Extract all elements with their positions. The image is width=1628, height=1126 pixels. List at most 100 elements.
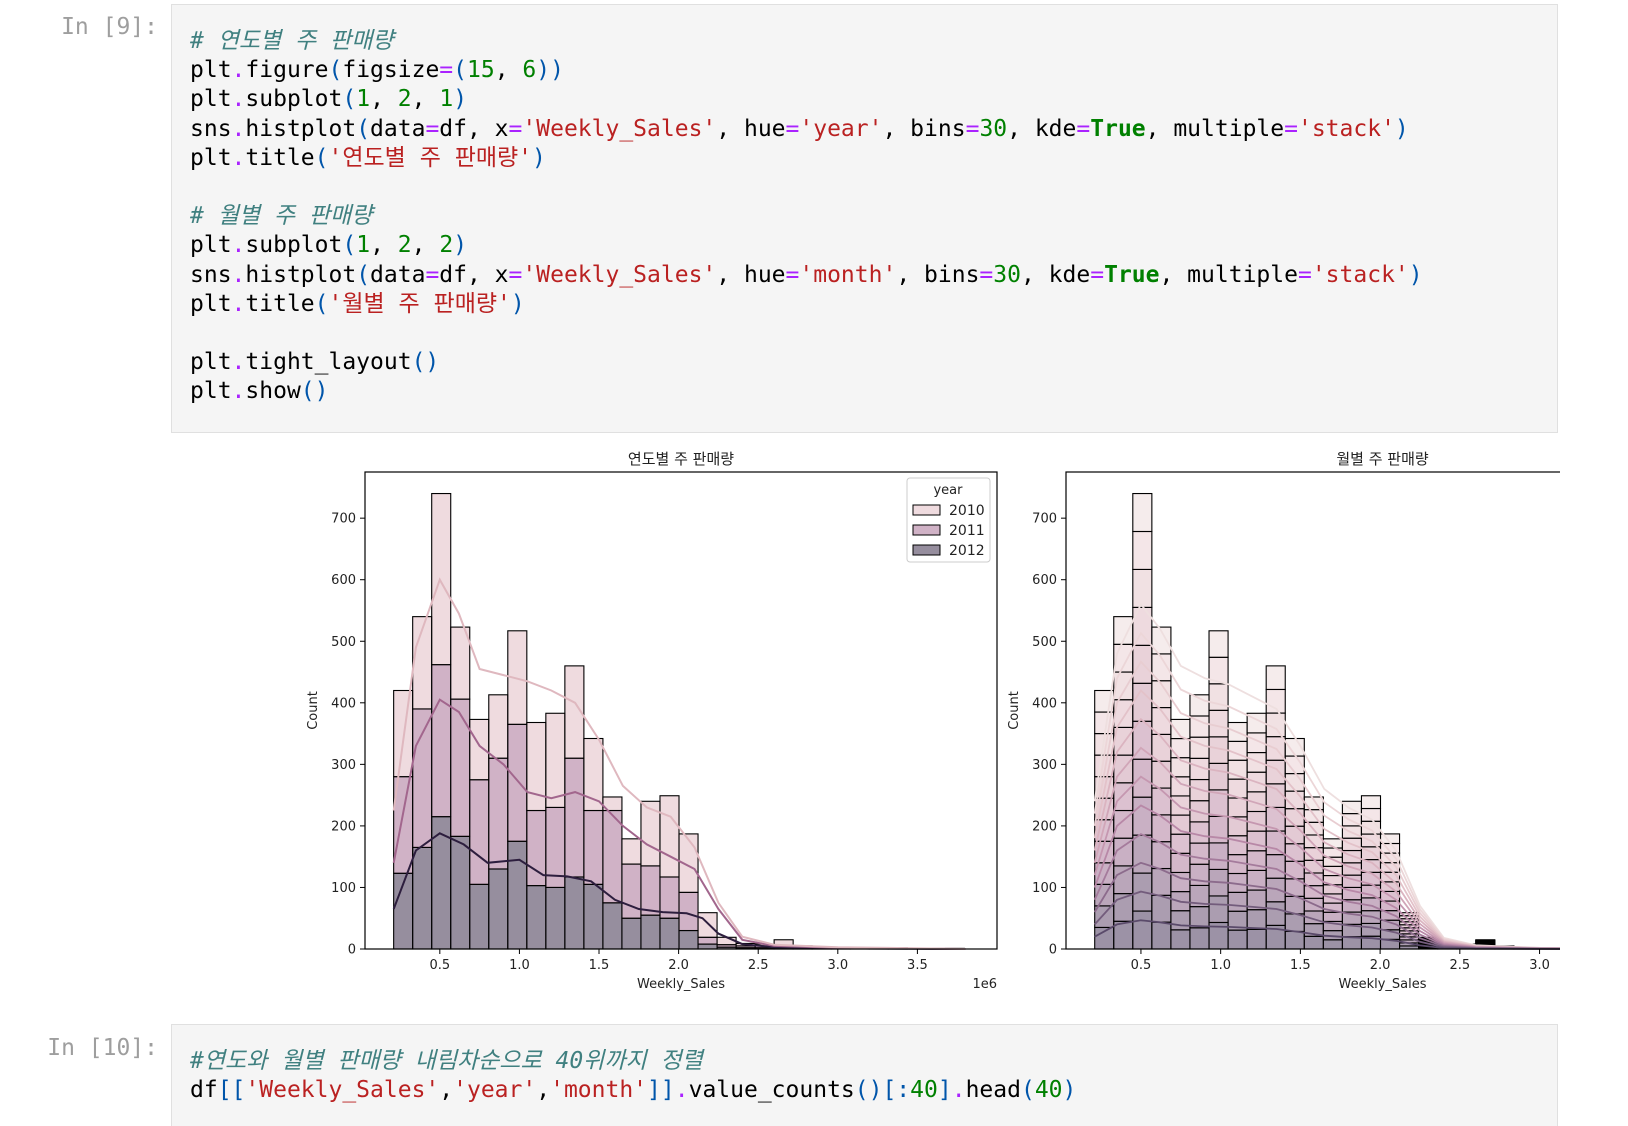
histogram-bar <box>621 863 642 919</box>
histogram-bar <box>583 737 604 812</box>
code-token: 15 <box>467 57 495 84</box>
histogram-bar <box>602 809 623 904</box>
histogram-bar <box>1284 825 1305 845</box>
histogram-bar <box>1132 682 1153 722</box>
y-tick-label: 600 <box>331 573 356 588</box>
legend-swatch <box>912 524 941 536</box>
code-token: . <box>951 1077 966 1104</box>
code-token: 'Weekly_Sales' <box>245 1077 440 1104</box>
y-tick-label: 300 <box>331 758 356 773</box>
code-token: value_counts <box>688 1077 855 1104</box>
y-tick-label: 400 <box>331 696 356 711</box>
kde-line <box>392 832 966 950</box>
code-token: sns <box>190 261 232 288</box>
code-token: ) <box>532 144 546 171</box>
y-tick-label: 200 <box>1032 819 1057 834</box>
histogram-bar <box>621 838 642 865</box>
code-token: ) <box>1408 261 1423 288</box>
histogram-bar <box>1170 795 1191 816</box>
x-tick-label: 2.0 <box>1370 958 1391 973</box>
histogram-bar <box>1189 906 1210 929</box>
histogram-bar <box>1208 895 1229 924</box>
histogram-bar <box>583 809 604 885</box>
x-tick-label: 3.0 <box>827 958 848 973</box>
x-tick-label: 2.0 <box>668 958 689 973</box>
code-token: 'year' <box>453 1077 537 1104</box>
code-token: = <box>979 261 994 288</box>
code-token: df, x <box>439 115 509 142</box>
code-token: df, x <box>439 261 509 288</box>
y-axis-label: Count <box>1007 691 1022 730</box>
code-token: . <box>231 290 246 317</box>
code-token: 2 <box>397 232 412 259</box>
code-token: , <box>370 86 398 113</box>
histogram-bar <box>1189 927 1210 950</box>
code-token: ( <box>356 261 371 288</box>
code-cell-9[interactable]: # 연도별 주 판매량 plt.figure(figsize=(15, 6)) pl… <box>171 4 1558 433</box>
code-token: sns <box>190 115 232 142</box>
code-token: = <box>425 115 440 142</box>
code-token: figsize <box>342 57 440 84</box>
code-line: plt.show() <box>190 377 1423 406</box>
code-line: plt.title('연도별 주 판매량') <box>190 144 1423 173</box>
code-token: . <box>231 57 246 84</box>
code-token: , hue <box>716 261 786 288</box>
code-token: 1 <box>356 86 371 113</box>
code-token: = <box>508 261 523 288</box>
code-token: 1 <box>439 86 454 113</box>
histogram-bar <box>1170 910 1191 931</box>
y-tick-label: 200 <box>331 819 356 834</box>
code-token: 6 <box>522 57 537 84</box>
code-token: plt <box>190 232 232 259</box>
y-tick-label: 700 <box>331 512 356 527</box>
histogram-bar <box>564 757 585 878</box>
y-tick-label: 500 <box>331 635 356 650</box>
histogram-bar <box>1265 759 1286 785</box>
x-tick-label: 1.0 <box>1210 958 1231 973</box>
code-token: . <box>231 378 246 405</box>
histogram-bar <box>1284 913 1305 933</box>
y-tick-label: 500 <box>1032 635 1057 650</box>
histogram-bar <box>1341 936 1363 950</box>
code-token: 'stack' <box>1311 261 1409 288</box>
histogram-bar <box>697 936 718 945</box>
code-token: 40 <box>1034 1077 1063 1104</box>
code-token: ) <box>510 290 525 317</box>
code-token: = <box>1297 261 1312 288</box>
histogram-bar <box>431 492 452 666</box>
code-token: 30 <box>993 261 1021 288</box>
code-token: = <box>1284 115 1298 142</box>
code-token: = <box>1076 115 1091 142</box>
histogram-bar <box>450 835 471 950</box>
code-editor-9[interactable]: # 연도별 주 판매량 plt.figure(figsize=(15, 6)) pl… <box>190 27 1423 406</box>
histogram-bar <box>1170 738 1191 759</box>
histogram-bar <box>526 721 547 812</box>
code-token: = <box>965 115 980 142</box>
code-token: 'Weekly_Sales' <box>522 115 717 142</box>
code-editor-10[interactable]: #연도와 월별 판매량 내림차순으로 40위까지 정렬 df[['Weekly_S… <box>190 1047 1076 1105</box>
code-line <box>190 319 1423 348</box>
histogram-bar <box>469 779 490 885</box>
histogram-bar <box>1284 860 1305 880</box>
y-tick-label: 100 <box>1032 881 1057 896</box>
x-tick-label: 1.0 <box>509 958 530 973</box>
code-token: ( <box>314 290 329 317</box>
histogram-bar <box>1189 842 1210 865</box>
histogram-bar <box>526 885 547 950</box>
histogram-bar <box>1170 929 1191 950</box>
legend-swatch <box>912 544 941 556</box>
histogram-bar <box>1265 665 1286 691</box>
code-token: , bins <box>882 115 966 142</box>
code-line: plt.figure(figsize=(15, 6)) <box>190 56 1423 85</box>
histogram-bar <box>1208 842 1229 870</box>
code-token: True <box>1104 261 1160 288</box>
histogram-bar <box>507 630 528 725</box>
histogram-bar <box>659 917 680 950</box>
histogram-bar <box>1265 854 1286 879</box>
histogram-bar <box>469 883 490 950</box>
code-token: plt <box>190 86 232 113</box>
code-token: True <box>1090 115 1146 142</box>
code-token: plt <box>190 349 232 376</box>
code-cell-10[interactable]: #연도와 월별 판매량 내림차순으로 40위까지 정렬 df[['Weekly_S… <box>171 1024 1558 1126</box>
histogram-bar <box>697 912 718 938</box>
